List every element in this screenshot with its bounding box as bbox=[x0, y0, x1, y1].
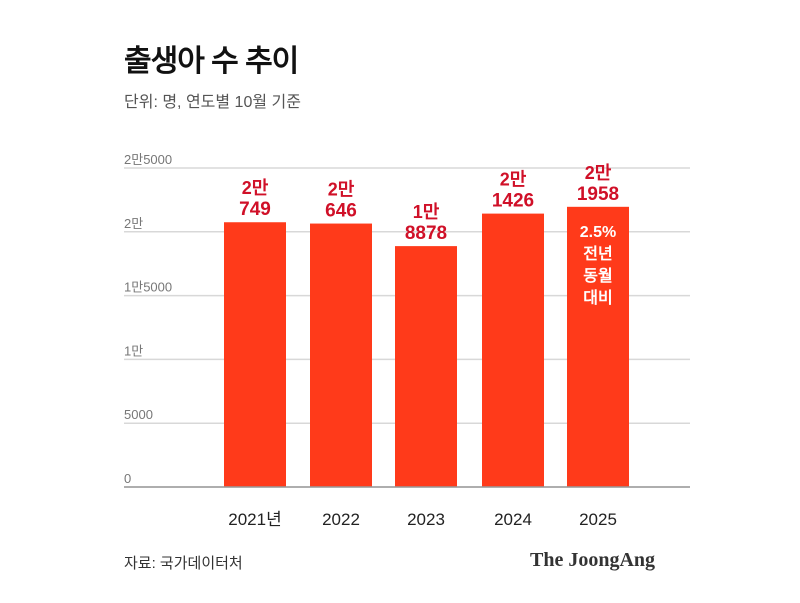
data-label: 1426 bbox=[492, 191, 534, 212]
x-tick-label: 2024 bbox=[494, 510, 532, 529]
data-label: 2만 bbox=[242, 178, 269, 198]
data-label: 2만 bbox=[328, 180, 355, 200]
bar-annotation: 대비 bbox=[583, 289, 612, 307]
tick-label-bg bbox=[122, 215, 148, 230]
y-tick-label: 1만5000 bbox=[124, 280, 172, 295]
tick-label-bg bbox=[122, 343, 148, 358]
data-label: 8878 bbox=[405, 223, 447, 244]
data-label: 2만 bbox=[500, 170, 527, 190]
bar bbox=[224, 222, 286, 487]
bar-annotation: 전년 bbox=[583, 244, 612, 263]
x-tick-label: 2023 bbox=[407, 510, 445, 529]
source-note: 자료: 국가데이터처 bbox=[124, 555, 243, 572]
bar bbox=[567, 206, 629, 487]
tick-label-bg bbox=[122, 279, 184, 294]
tick-label-bg bbox=[122, 407, 166, 422]
y-tick-label: 5000 bbox=[124, 407, 153, 422]
data-label: 1만 bbox=[413, 202, 440, 222]
y-tick-label: 2만5000 bbox=[124, 152, 172, 167]
data-label: 1958 bbox=[577, 184, 619, 205]
y-tick-label: 1만 bbox=[124, 343, 143, 358]
data-label: 2만 bbox=[585, 163, 612, 183]
y-tick-label: 2만 bbox=[124, 216, 143, 231]
bar-annotation: 2.5% bbox=[580, 224, 616, 241]
data-label: 749 bbox=[239, 199, 271, 220]
tick-label-bg bbox=[122, 471, 139, 485]
tick-label-bg bbox=[122, 152, 184, 166]
bar-annotation: 동월 bbox=[583, 267, 612, 285]
bar bbox=[310, 223, 372, 487]
bar bbox=[395, 246, 457, 487]
y-tick-label: 0 bbox=[124, 471, 131, 486]
brand-logo: The JoongAng bbox=[530, 549, 656, 571]
x-tick-label: 2021년 bbox=[228, 510, 281, 529]
chart-title: 출생아 수 추이 bbox=[124, 45, 299, 78]
chart-subtitle: 단위: 명, 연도별 10월 기준 bbox=[124, 94, 301, 111]
bar bbox=[482, 213, 544, 487]
x-tick-label: 2022 bbox=[322, 510, 360, 529]
x-tick-label: 2025 bbox=[579, 510, 617, 529]
data-label: 646 bbox=[325, 201, 357, 222]
